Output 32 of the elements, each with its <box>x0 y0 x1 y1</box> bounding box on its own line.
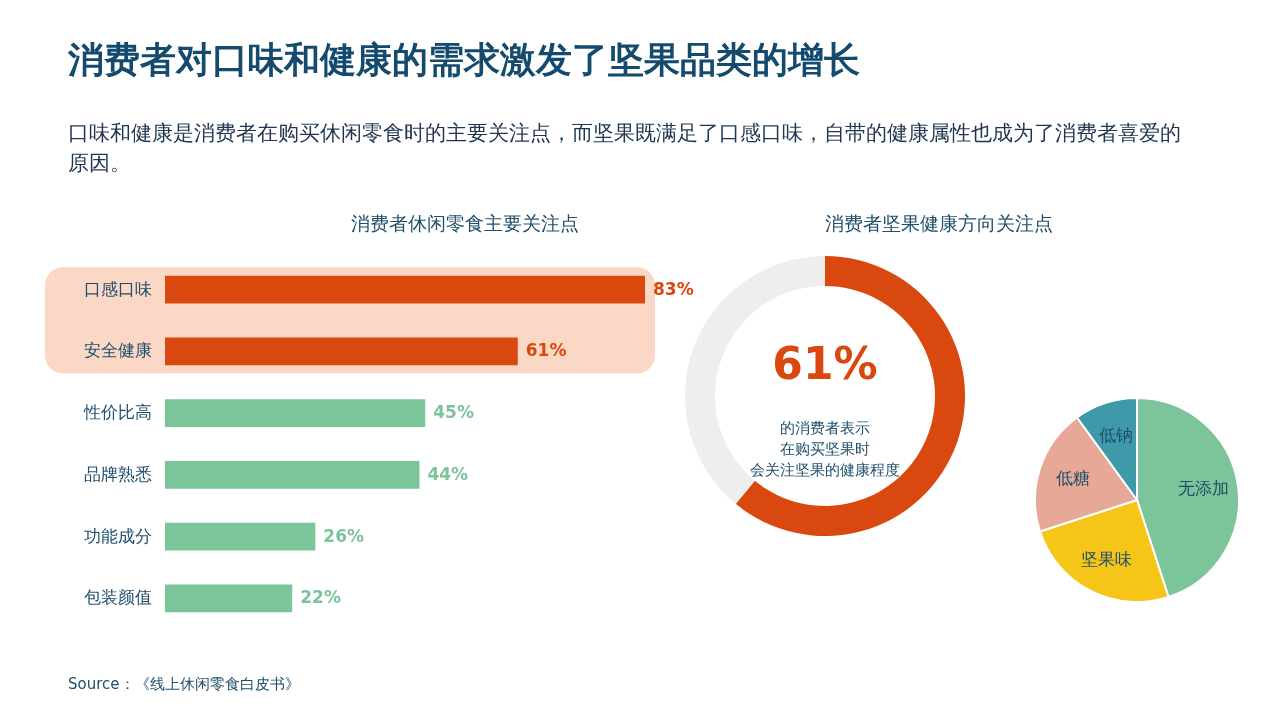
data-label: 61% <box>772 338 878 389</box>
text: 在购买坚果时 <box>780 440 870 458</box>
donut-slice <box>735 256 965 536</box>
text: 消费者对口味和健康的需求激发了坚果品类的增长 <box>68 38 860 82</box>
y-tick-label: 性价比高 <box>82 402 152 423</box>
chart-title: 消费者休闲零食主要关注点 <box>351 212 579 234</box>
slice-label: 低钠 <box>1099 424 1134 445</box>
bar <box>165 522 316 551</box>
y-tick-label: 口感口味 <box>83 278 152 299</box>
data-label: 45% <box>433 402 474 423</box>
text: 会关注坚果的健康程度 <box>750 461 900 479</box>
y-tick-label: 功能成分 <box>83 525 152 546</box>
text: 口味和健康是消费者在购买休闲零食时的主要关注点，而坚果既满足了口感口味，自带的健康属性也成为了消费者喜爱的原因。 <box>68 120 1182 177</box>
y-tick-label: 安全健康 <box>83 340 152 361</box>
text: 的消费者表示 <box>780 419 870 437</box>
data-label: 61% <box>525 340 567 361</box>
bar <box>165 399 426 428</box>
slice-label: 坚果味 <box>1080 548 1132 569</box>
bar <box>165 584 293 613</box>
bar <box>165 337 518 366</box>
data-label: 26% <box>323 525 365 546</box>
slice-label: 低糖 <box>1055 468 1090 489</box>
chart-title: 消费者坚果健康方向关注点 <box>825 212 1053 234</box>
source-note: Source：《线上休闲零食白皮书》 <box>68 675 300 694</box>
data-label: 22% <box>300 587 341 608</box>
data-label: 83% <box>653 278 694 299</box>
y-tick-label: 包装颜值 <box>83 587 152 608</box>
bar <box>165 460 420 489</box>
data-label: 44% <box>427 463 469 484</box>
y-tick-label: 品牌熟悉 <box>83 463 152 484</box>
bar <box>165 275 645 304</box>
slice-label: 无添加 <box>1177 478 1229 499</box>
